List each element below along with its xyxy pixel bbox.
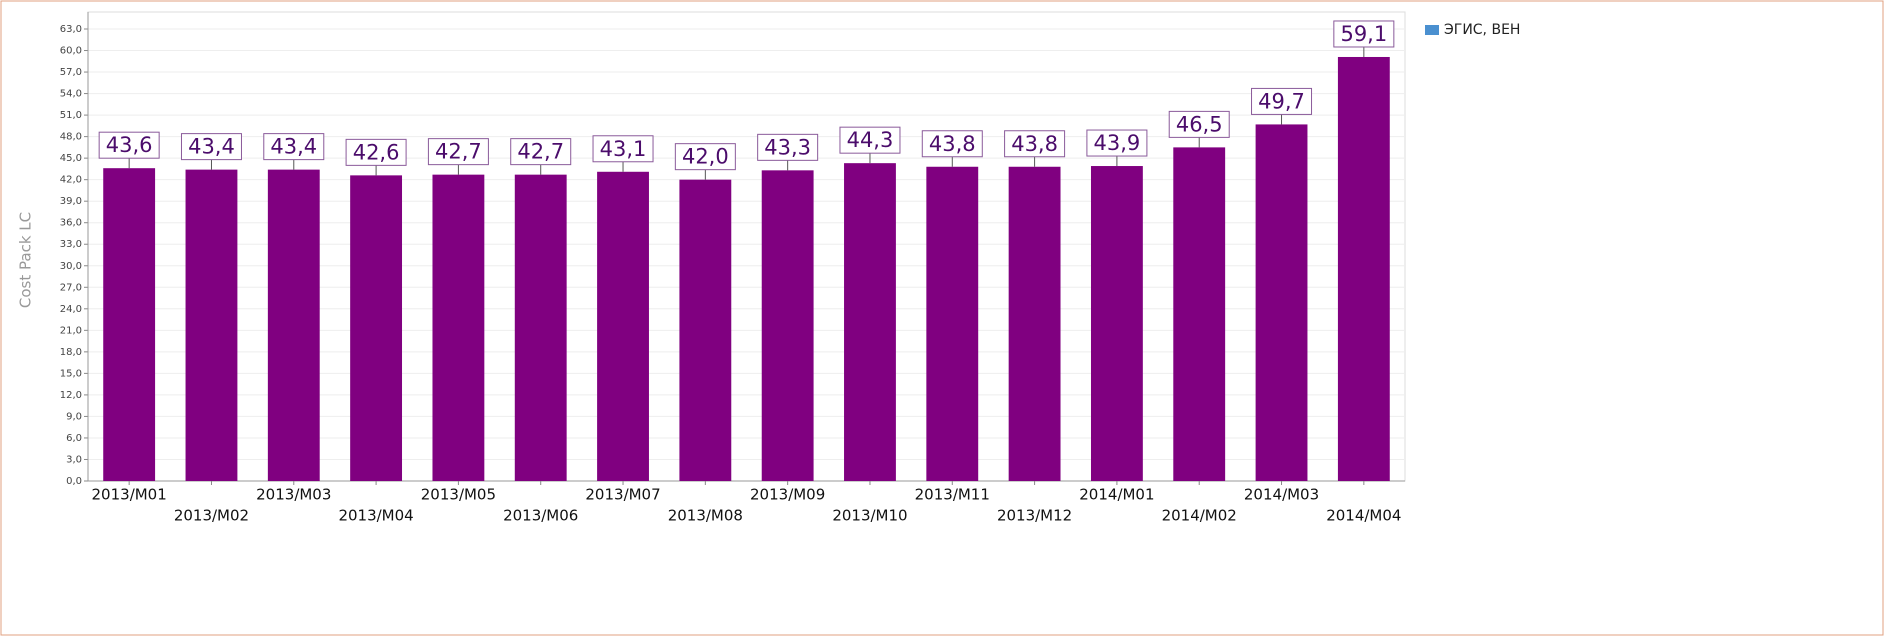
value-label-box xyxy=(180,133,242,161)
value-label-box xyxy=(1168,110,1230,138)
value-label: 43,9 xyxy=(1094,131,1141,155)
x-tick-label: 2013/M06 xyxy=(503,507,578,525)
bar xyxy=(350,175,403,481)
x-tick-label: 2013/M01 xyxy=(92,486,167,504)
value-label-box xyxy=(1333,20,1395,48)
bar xyxy=(679,179,732,481)
bar xyxy=(761,170,814,482)
bar xyxy=(1090,166,1143,482)
bar xyxy=(844,163,896,481)
bar xyxy=(597,171,649,481)
value-label-box xyxy=(674,143,736,171)
value-label: 46,5 xyxy=(1176,112,1223,136)
y-tick-label: 36,0 xyxy=(60,218,82,229)
value-label-box xyxy=(510,138,572,166)
value-label: 43,4 xyxy=(270,135,317,159)
value-label: 42,0 xyxy=(682,145,729,169)
value-label: 42,7 xyxy=(435,140,482,164)
bar xyxy=(1173,147,1226,481)
y-tick-label: 45,0 xyxy=(60,153,82,164)
bar xyxy=(103,168,156,481)
value-label-box xyxy=(921,130,983,158)
x-tick-label: 2013/M07 xyxy=(585,486,660,504)
value-label-box xyxy=(1004,130,1066,158)
x-tick-label: 2013/M08 xyxy=(668,507,743,525)
y-tick-label: 54,0 xyxy=(60,89,82,100)
y-tick-label: 42,0 xyxy=(60,175,82,186)
value-label-box xyxy=(839,126,901,154)
value-label-box xyxy=(98,131,160,159)
x-tick-label: 2014/M01 xyxy=(1079,486,1154,504)
value-label: 43,3 xyxy=(764,135,811,159)
value-label: 43,8 xyxy=(929,132,976,156)
y-tick-label: 24,0 xyxy=(60,304,82,315)
y-tick-label: 39,0 xyxy=(60,196,82,207)
bar xyxy=(432,174,485,481)
y-tick-label: 63,0 xyxy=(60,24,82,35)
value-label-box xyxy=(1251,87,1313,115)
x-tick-label: 2013/M12 xyxy=(997,507,1072,525)
value-label: 43,4 xyxy=(188,135,235,159)
value-label: 44,3 xyxy=(847,128,894,152)
y-tick-label: 0,0 xyxy=(66,476,82,487)
bar xyxy=(1008,166,1061,481)
value-label-box xyxy=(1086,129,1148,157)
value-label-box xyxy=(263,133,325,161)
y-tick-label: 60,0 xyxy=(60,46,82,57)
y-tick-label: 9,0 xyxy=(66,411,82,422)
y-tick-label: 30,0 xyxy=(60,261,82,272)
bar xyxy=(1337,56,1390,481)
value-label: 43,6 xyxy=(106,133,153,157)
y-tick-label: 6,0 xyxy=(66,433,82,444)
legend-swatch xyxy=(1425,25,1439,35)
y-tick-label: 27,0 xyxy=(60,282,82,293)
value-label-box xyxy=(592,135,654,163)
y-axis-label: Cost Pack LC xyxy=(17,212,35,308)
x-tick-label: 2014/M03 xyxy=(1244,486,1319,504)
value-label: 42,7 xyxy=(517,140,564,164)
bar xyxy=(926,166,979,481)
value-label-box xyxy=(757,133,819,161)
y-tick-label: 48,0 xyxy=(60,132,82,143)
y-tick-label: 57,0 xyxy=(60,67,82,78)
x-tick-label: 2014/M04 xyxy=(1326,507,1401,525)
value-label: 43,1 xyxy=(600,137,647,161)
bar xyxy=(267,169,320,481)
x-tick-label: 2013/M04 xyxy=(338,507,413,525)
x-tick-label: 2013/M02 xyxy=(174,507,249,525)
x-tick-label: 2013/M09 xyxy=(750,486,825,504)
x-tick-label: 2013/M03 xyxy=(256,486,331,504)
x-tick-label: 2013/M10 xyxy=(832,507,907,525)
y-tick-label: 51,0 xyxy=(60,110,82,121)
legend-label: ЭГИС, ВЕН xyxy=(1444,22,1520,38)
value-label-box xyxy=(345,138,407,166)
bar xyxy=(514,174,567,481)
x-tick-label: 2013/M11 xyxy=(915,486,990,504)
y-tick-label: 3,0 xyxy=(66,454,82,465)
value-label: 43,8 xyxy=(1011,132,1058,156)
y-tick-label: 21,0 xyxy=(60,325,82,336)
x-tick-label: 2014/M02 xyxy=(1162,507,1237,525)
bar xyxy=(1255,124,1308,481)
y-tick-label: 33,0 xyxy=(60,239,82,250)
value-label: 59,1 xyxy=(1340,22,1387,46)
y-tick-label: 15,0 xyxy=(60,368,82,379)
value-label-box xyxy=(427,138,489,166)
x-tick-label: 2013/M05 xyxy=(421,486,496,504)
value-label: 49,7 xyxy=(1258,89,1305,113)
y-tick-label: 12,0 xyxy=(60,390,82,401)
value-label: 42,6 xyxy=(353,140,400,164)
y-tick-label: 18,0 xyxy=(60,347,82,358)
bar xyxy=(185,169,238,481)
